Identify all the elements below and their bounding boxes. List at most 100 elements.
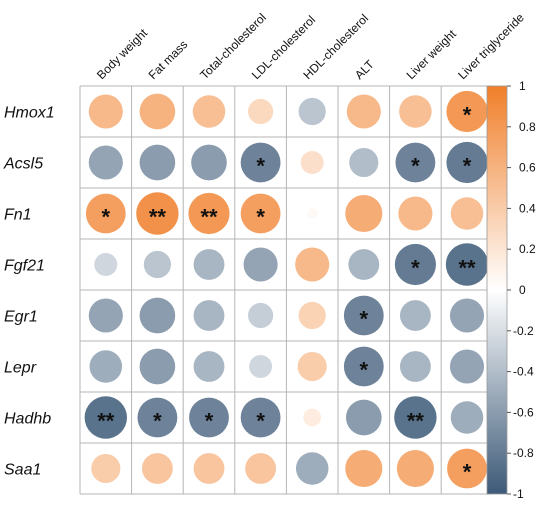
significance-marker: * [256, 154, 265, 179]
significance-marker: * [102, 205, 111, 230]
column-label: Liver weight [404, 26, 460, 82]
correlation-circle-fn1-2 [136, 192, 179, 235]
correlation-circle-hadhb-8 [450, 401, 484, 434]
correlation-circle-fn1-4 [240, 193, 281, 234]
significance-marker: * [360, 358, 369, 383]
correlation-circle-egr1-1 [88, 298, 123, 333]
correlation-circle-hmox1-3 [192, 95, 226, 128]
correlation-circle-hmox1-5 [298, 97, 326, 126]
correlation-circle-hadhb-1 [84, 396, 128, 439]
column-label: Body weight [94, 26, 151, 83]
column-label: Liver triglyceride [455, 10, 527, 82]
column-label: ALT [352, 57, 377, 82]
correlation-circle-saa1-7 [396, 449, 434, 488]
correlation-circle-egr1-4 [248, 302, 274, 329]
row-label: Egr1 [4, 309, 38, 326]
significance-marker: ** [407, 409, 425, 434]
correlation-circle-fgf21-1 [94, 253, 118, 276]
correlation-circle-acsl5-3 [191, 144, 227, 181]
correlation-circle-hmox1-6 [346, 94, 381, 129]
correlation-circle-fn1-3 [188, 192, 230, 235]
correlation-circles [84, 90, 489, 489]
colorbar-tick-label: -0.4 [513, 365, 534, 379]
colorbar-gradient [486, 85, 508, 495]
colorbar-tick-label: 0 [519, 283, 526, 297]
correlation-circle-hmox1-1 [88, 94, 123, 129]
correlation-circle-fgf21-2 [143, 250, 172, 279]
significance-marker: * [463, 154, 472, 179]
correlation-circle-hadhb-7 [394, 396, 437, 439]
significance-marker: * [360, 307, 369, 332]
correlation-circle-acsl5-2 [139, 144, 176, 181]
colorbar-tick-label: -0.2 [513, 324, 534, 338]
significance-marker: * [256, 409, 265, 434]
row-label: Acsl5 [3, 156, 43, 173]
colorbar-tick-label: 0.4 [519, 201, 536, 215]
row-label: Hadhb [4, 411, 51, 428]
correlation-circle-hadhb-2 [137, 397, 178, 438]
correlation-circle-fn1-5 [307, 208, 318, 219]
row-label: Fn1 [4, 207, 32, 224]
correlation-circle-lepr-5 [297, 351, 327, 382]
colorbar-tick-label: -0.6 [513, 405, 534, 419]
row-label: Saa1 [4, 462, 41, 479]
correlation-circle-acsl5-4 [240, 142, 281, 183]
correlation-circle-fn1-7 [398, 196, 433, 231]
significance-marker: ** [200, 205, 218, 230]
colorbar: 1 0.8 0.6 0.4 0.2 0 -0.2 -0.4 -0.6 -0.8 -1 [486, 79, 536, 501]
correlation-circle-saa1-6 [345, 449, 383, 488]
significance-markers: ** * ** ** ** ** ****** * * * *** [97, 103, 476, 485]
correlation-circle-hadhb-3 [189, 397, 229, 438]
row-labels: Hmox1 Acsl5 Fn1 Fgf21 Egr1 Lepr Hadhb Saa1 [3, 105, 55, 479]
correlation-circle-fgf21-8 [445, 243, 489, 286]
correlation-circle-acsl5-8 [446, 141, 488, 184]
correlation-circle-fn1-1 [85, 193, 126, 234]
correlation-circle-acsl5-5 [300, 151, 324, 174]
correlation-circle-egr1-3 [193, 300, 225, 331]
significance-marker: ** [458, 256, 476, 281]
correlation-circle-lepr-4 [249, 355, 273, 378]
correlation-circle-saa1-1 [91, 453, 121, 484]
grid [79, 85, 494, 495]
correlation-circle-hmox1-7 [399, 95, 432, 128]
correlation-circle-hadhb-4 [240, 397, 281, 438]
correlation-circle-saa1-8 [447, 448, 487, 489]
correlation-circle-saa1-2 [141, 453, 173, 484]
correlation-circle-hmox1-8 [446, 90, 488, 133]
significance-marker: * [411, 154, 420, 179]
column-label: Fat mass [146, 37, 191, 82]
correlation-circle-saa1-4 [245, 453, 277, 484]
row-label: Fgf21 [4, 258, 45, 275]
row-label: Hmox1 [4, 105, 55, 122]
correlation-circle-acsl5-6 [349, 147, 379, 178]
colorbar-tick-label: -1 [513, 487, 524, 501]
correlation-circle-egr1-6 [343, 295, 384, 336]
correlation-circle-acsl5-7 [395, 142, 436, 183]
correlation-circle-fgf21-4 [243, 247, 278, 282]
correlation-circle-hmox1-2 [139, 93, 176, 130]
significance-marker: * [256, 205, 265, 230]
correlation-circle-lepr-6 [343, 346, 384, 387]
correlation-circle-lepr-3 [193, 351, 225, 382]
correlation-circle-egr1-5 [298, 301, 326, 330]
significance-marker: * [463, 460, 472, 485]
correlation-circle-fgf21-5 [295, 247, 330, 282]
significance-marker: * [463, 103, 472, 128]
significance-marker: ** [149, 205, 167, 230]
correlation-circle-fgf21-6 [348, 249, 380, 280]
correlation-circle-hadhb-5 [303, 408, 322, 427]
correlation-circle-saa1-5 [295, 452, 329, 485]
correlation-circle-hmox1-4 [248, 98, 274, 125]
correlation-circle-egr1-7 [399, 300, 431, 331]
correlation-circle-lepr-8 [449, 349, 485, 384]
significance-marker: * [205, 409, 214, 434]
significance-marker: * [153, 409, 162, 434]
correlation-circle-acsl5-1 [88, 145, 123, 180]
colorbar-tick-label: -0.8 [513, 446, 534, 460]
correlation-circle-lepr-2 [139, 348, 176, 385]
correlation-circle-fn1-6 [345, 194, 383, 233]
correlation-circle-fn1-8 [450, 197, 484, 230]
correlation-circle-fgf21-3 [193, 249, 225, 280]
